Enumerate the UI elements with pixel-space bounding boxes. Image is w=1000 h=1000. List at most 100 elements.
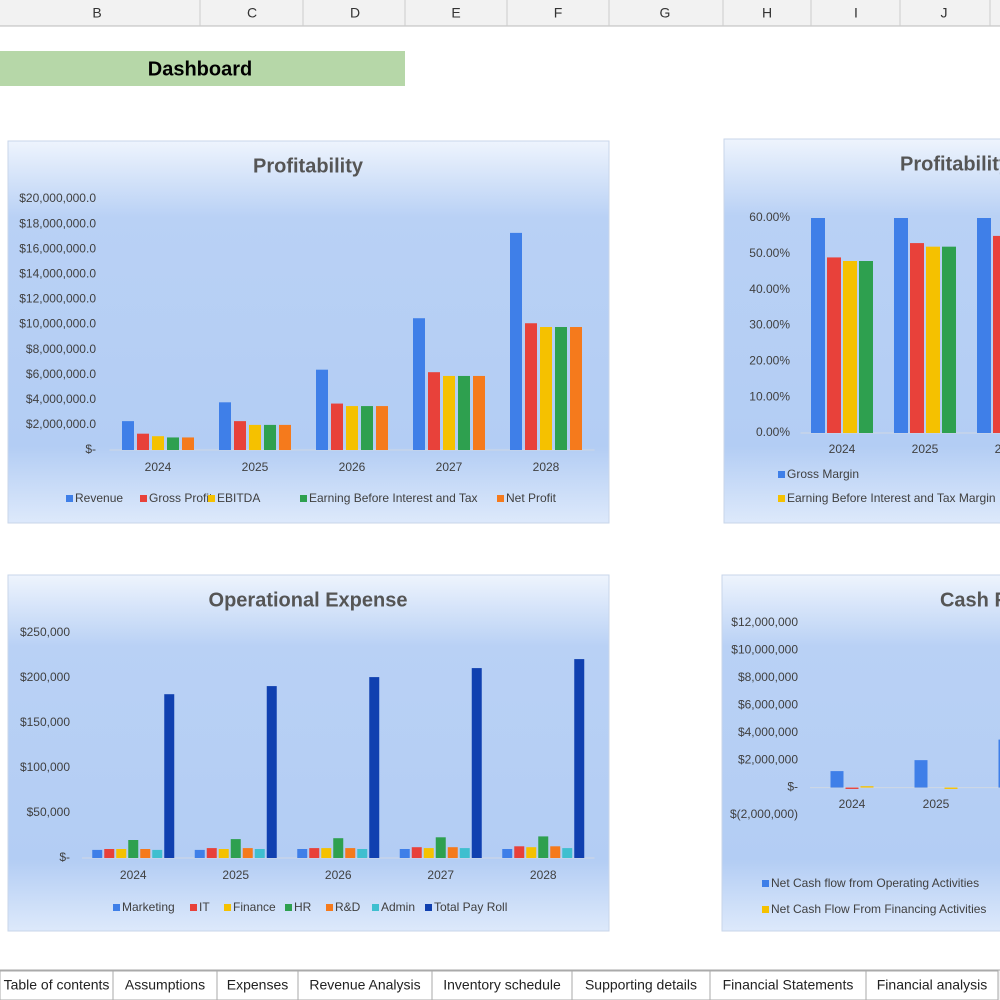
bar bbox=[104, 849, 115, 858]
y-tick-label: 10.00% bbox=[749, 389, 790, 403]
bar bbox=[540, 327, 552, 450]
bar bbox=[830, 771, 844, 788]
legend-label: Marketing bbox=[122, 900, 175, 914]
sheet-tab[interactable] bbox=[431, 970, 573, 1000]
x-tick-label: 2028 bbox=[533, 460, 560, 474]
bar bbox=[249, 424, 261, 450]
bar bbox=[297, 849, 308, 858]
y-tick-label: $100,000 bbox=[20, 760, 70, 774]
sheet-tab-label[interactable]: Supporting details bbox=[585, 977, 697, 993]
sheet-tab-label[interactable]: Revenue Analysis bbox=[309, 977, 420, 993]
x-tick-label: 2024 bbox=[829, 442, 856, 456]
x-tick-label: 2027 bbox=[436, 460, 463, 474]
sheet-tab-label[interactable]: Assumptions bbox=[125, 977, 205, 993]
column-header-bar bbox=[0, 0, 1000, 26]
legend-label: Total Pay Roll bbox=[434, 900, 507, 914]
bar bbox=[526, 847, 537, 858]
legend-label: Revenue bbox=[75, 491, 123, 505]
sheet-tab-label[interactable]: Financial analysis bbox=[877, 977, 988, 993]
legend-label: HR bbox=[294, 900, 312, 914]
dashboard-banner bbox=[0, 51, 405, 86]
bar bbox=[152, 849, 163, 858]
bar bbox=[570, 327, 582, 450]
legend-label: Gross Profit bbox=[149, 491, 213, 505]
y-tick-label: $8,000,000 bbox=[738, 670, 798, 684]
sheet-tab[interactable] bbox=[297, 970, 433, 1000]
legend-swatch bbox=[140, 495, 147, 502]
bar bbox=[182, 437, 194, 450]
x-tick-label: 2025 bbox=[923, 797, 950, 811]
bar bbox=[346, 406, 358, 450]
legend-label: Net Profit bbox=[506, 491, 557, 505]
sheet-tab-label[interactable]: Expenses bbox=[227, 977, 288, 993]
bar bbox=[376, 406, 388, 450]
legend-label: Admin bbox=[381, 900, 415, 914]
bar bbox=[998, 739, 1000, 788]
y-tick-label: $20,000,000.0 bbox=[19, 191, 96, 205]
y-tick-label: 60.00% bbox=[749, 210, 790, 224]
bar bbox=[843, 261, 857, 433]
sheet-tab[interactable] bbox=[709, 970, 867, 1000]
legend-swatch bbox=[425, 904, 432, 911]
bar bbox=[525, 323, 537, 450]
y-tick-label: $10,000,000 bbox=[731, 643, 798, 657]
bar bbox=[92, 849, 103, 858]
sheet-tab-label[interactable]: Inventory schedule bbox=[443, 977, 561, 993]
legend-swatch bbox=[208, 495, 215, 502]
y-tick-label: 50.00% bbox=[749, 246, 790, 260]
legend-label: Net Cash flow from Operating Activities bbox=[771, 876, 979, 890]
y-tick-label: 30.00% bbox=[749, 318, 790, 332]
bar bbox=[331, 403, 343, 450]
legend-swatch bbox=[372, 904, 379, 911]
sheet-tab[interactable] bbox=[571, 970, 711, 1000]
bar bbox=[510, 232, 522, 450]
column-header: D bbox=[350, 5, 360, 21]
y-tick-label: $12,000,000 bbox=[731, 615, 798, 629]
x-tick-label: 2025 bbox=[242, 460, 269, 474]
sheet-tab-label[interactable]: Financial Statements bbox=[723, 977, 854, 993]
bar bbox=[435, 837, 446, 858]
y-tick-label: $- bbox=[59, 850, 70, 864]
bar bbox=[194, 849, 205, 858]
sheet-tab[interactable] bbox=[865, 970, 999, 1000]
bar bbox=[230, 839, 241, 858]
chart-title: Profitability bbox=[253, 155, 364, 177]
bar bbox=[502, 849, 513, 858]
column-header: E bbox=[451, 5, 460, 21]
y-tick-label: $10,000,000.0 bbox=[19, 317, 96, 331]
chart-area bbox=[7, 574, 610, 932]
bar bbox=[122, 421, 134, 450]
bar bbox=[411, 847, 422, 858]
y-tick-label: $14,000,000.0 bbox=[19, 266, 96, 280]
x-tick-label: 2028 bbox=[530, 868, 557, 882]
bar bbox=[128, 840, 139, 858]
bar bbox=[550, 846, 561, 858]
legend-swatch bbox=[190, 904, 197, 911]
legend-swatch bbox=[66, 495, 73, 502]
legend-swatch bbox=[778, 495, 785, 502]
bar bbox=[993, 235, 1000, 433]
bar bbox=[459, 848, 470, 858]
bar bbox=[471, 668, 482, 858]
column-header: H bbox=[762, 5, 772, 21]
x-tick-label: 2026 bbox=[995, 442, 1000, 456]
legend-swatch bbox=[326, 904, 333, 911]
y-tick-label: $12,000,000.0 bbox=[19, 292, 96, 306]
legend-swatch bbox=[224, 904, 231, 911]
y-tick-label: $2,000,000.0 bbox=[26, 417, 96, 431]
bar bbox=[218, 849, 229, 858]
bar bbox=[473, 375, 485, 450]
y-tick-label: $200,000 bbox=[20, 670, 70, 684]
sheet-tab-label[interactable]: Table of contents bbox=[4, 977, 110, 993]
x-tick-label: 2026 bbox=[339, 460, 366, 474]
bar bbox=[137, 433, 149, 450]
bar bbox=[264, 424, 276, 450]
bar bbox=[926, 246, 940, 433]
legend-label: Earning Before Interest and Tax bbox=[309, 491, 478, 505]
y-tick-label: 20.00% bbox=[749, 354, 790, 368]
bar bbox=[164, 694, 175, 858]
sheet-tab[interactable] bbox=[216, 970, 299, 1000]
bar bbox=[254, 849, 265, 858]
column-header: B bbox=[92, 5, 101, 21]
y-tick-label: 40.00% bbox=[749, 282, 790, 296]
